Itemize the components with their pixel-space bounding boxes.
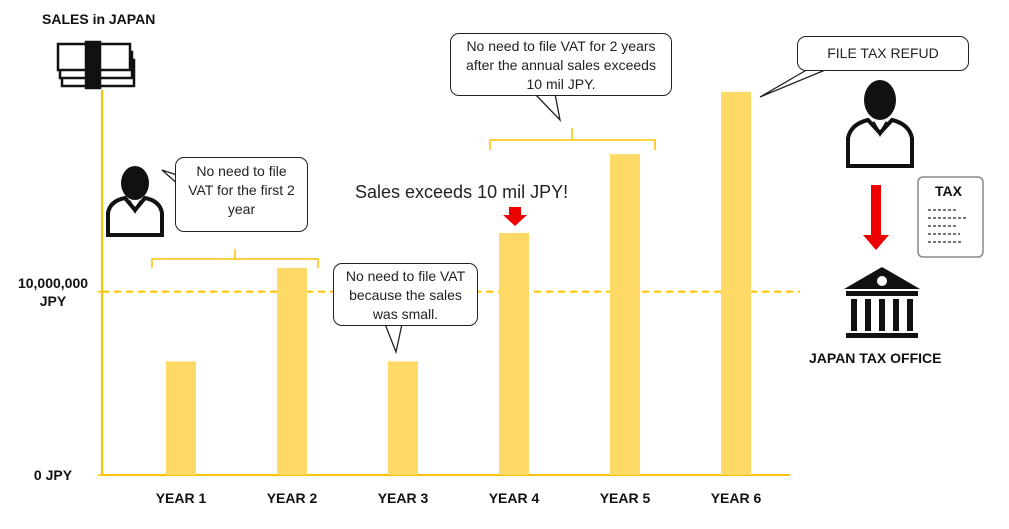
bar — [277, 267, 307, 475]
bar — [388, 361, 418, 475]
bracket — [151, 249, 319, 268]
bar — [499, 233, 529, 475]
x-tick-label: YEAR 4 — [489, 490, 540, 506]
x-tick-label: YEAR 3 — [378, 490, 429, 506]
x-tick-label: YEAR 2 — [267, 490, 318, 506]
callout: FILE TAX REFUD — [797, 36, 969, 71]
callout-tail — [384, 323, 403, 355]
bar — [721, 91, 751, 475]
bar — [166, 361, 196, 475]
callout: No need to file VAT for the first 2 year — [175, 157, 308, 232]
money-icon — [56, 40, 136, 90]
tax-document — [917, 176, 984, 258]
red-arrow — [503, 207, 527, 226]
x-tick-label: YEAR 6 — [711, 490, 762, 506]
person-icon — [846, 80, 914, 168]
callout-tail — [534, 93, 562, 123]
x-tick-label: YEAR 1 — [156, 490, 207, 506]
bar — [610, 154, 640, 475]
tax-label: TAX — [935, 183, 962, 199]
red-arrow — [863, 185, 889, 250]
callout: No need to file VAT for 2 years after th… — [450, 33, 672, 96]
person-icon — [106, 166, 164, 237]
callout-tail — [759, 67, 831, 98]
office-label: JAPAN TAX OFFICE — [809, 350, 942, 366]
callout: No need to file VAT because the sales wa… — [333, 263, 478, 326]
y-tick-label: 0 JPY — [33, 467, 73, 483]
bracket — [489, 128, 656, 150]
x-tick-label: YEAR 5 — [600, 490, 651, 506]
bank-icon — [844, 267, 920, 338]
y-tick-label: 10,000,000 JPY — [17, 274, 89, 309]
annotation: Sales exceeds 10 mil JPY! — [355, 182, 569, 202]
chart-title: SALES in JAPAN — [42, 11, 156, 27]
